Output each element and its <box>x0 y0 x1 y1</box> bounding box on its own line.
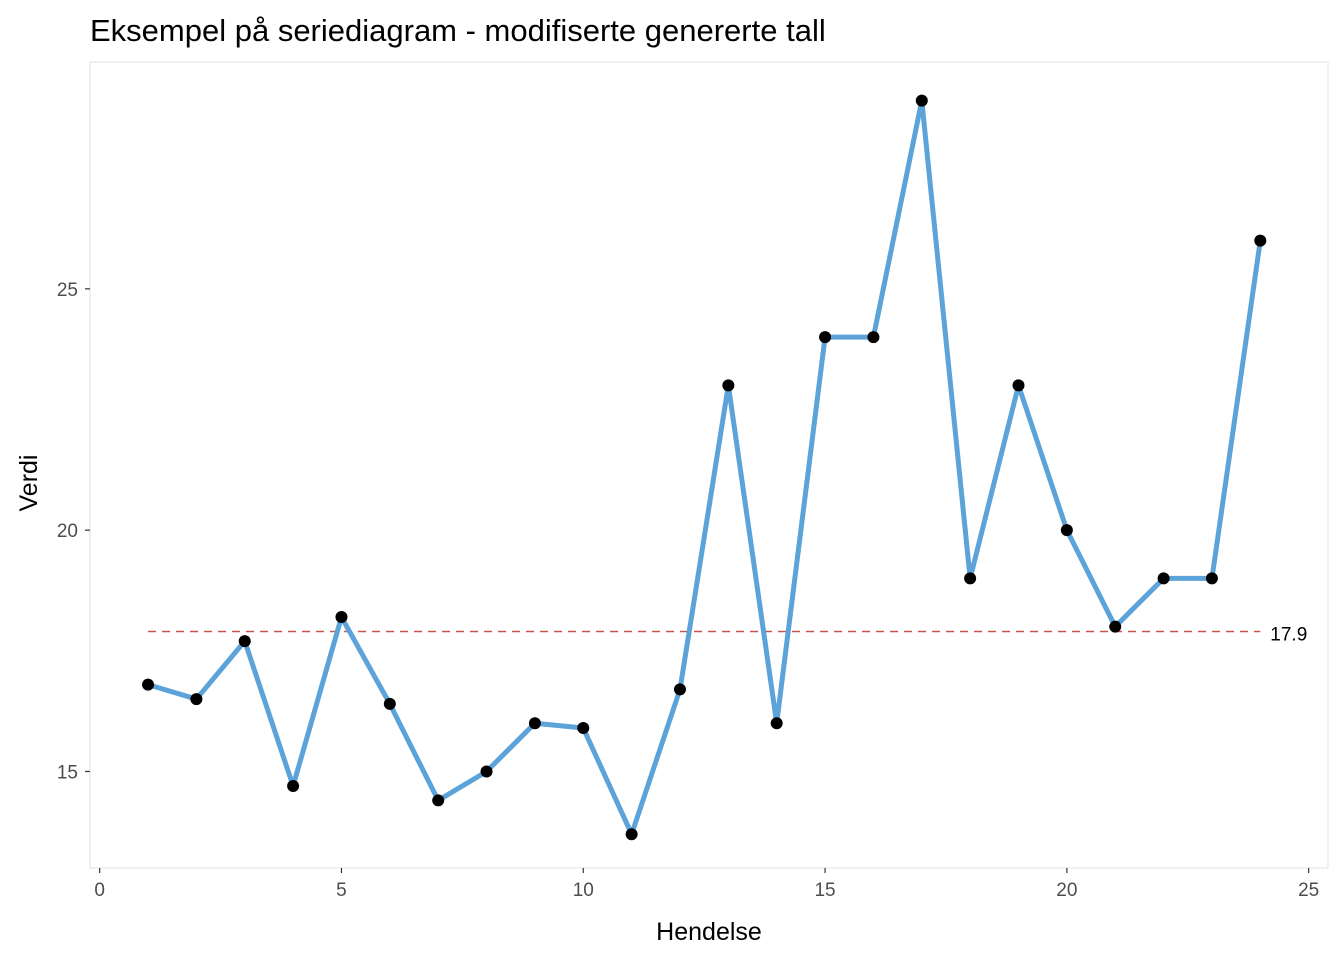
x-tick-label: 5 <box>336 880 347 901</box>
y-axis-title: Verdi <box>15 455 43 512</box>
data-point <box>1157 572 1170 585</box>
data-point <box>1012 379 1025 392</box>
data-point <box>577 722 590 735</box>
data-point <box>770 717 783 730</box>
x-tick-label: 0 <box>94 880 105 901</box>
data-point <box>1205 572 1218 585</box>
x-tick-label: 15 <box>814 880 835 901</box>
data-point <box>335 611 348 624</box>
chart-title: Eksempel på seriediagram - modifiserte g… <box>90 13 826 48</box>
data-point <box>142 678 155 691</box>
data-point <box>1060 524 1073 537</box>
y-axis-ticks: 15 20 25 <box>57 280 90 783</box>
data-point <box>1254 234 1267 247</box>
x-tick-label: 20 <box>1056 880 1077 901</box>
data-point <box>867 331 880 344</box>
data-point <box>287 779 300 792</box>
y-tick-label: 25 <box>57 280 78 301</box>
data-point <box>964 572 977 585</box>
data-point <box>915 94 928 107</box>
data-point <box>238 635 251 648</box>
data-points <box>142 94 1267 841</box>
data-point <box>625 828 638 841</box>
median-label: 17.9 <box>1270 625 1307 646</box>
data-point <box>190 693 203 706</box>
y-tick-label: 15 <box>57 762 78 783</box>
data-point <box>528 717 541 730</box>
x-tick-label: 25 <box>1298 880 1319 901</box>
x-axis-title: Hendelse <box>656 918 762 946</box>
series-line <box>145 98 1263 837</box>
data-point <box>480 765 493 778</box>
data-point <box>432 794 445 807</box>
data-point <box>722 379 735 392</box>
plot-panel-border <box>89 61 1329 869</box>
data-point <box>1109 620 1122 633</box>
data-point <box>383 697 396 710</box>
y-tick-label: 20 <box>57 521 78 542</box>
x-tick-label: 10 <box>573 880 594 901</box>
series-line-group <box>145 98 1263 837</box>
data-point <box>819 331 832 344</box>
x-axis-ticks: 0 5 10 15 20 25 <box>94 868 1319 901</box>
reference-line-group: 17.9 <box>148 625 1307 646</box>
data-point <box>673 683 686 696</box>
